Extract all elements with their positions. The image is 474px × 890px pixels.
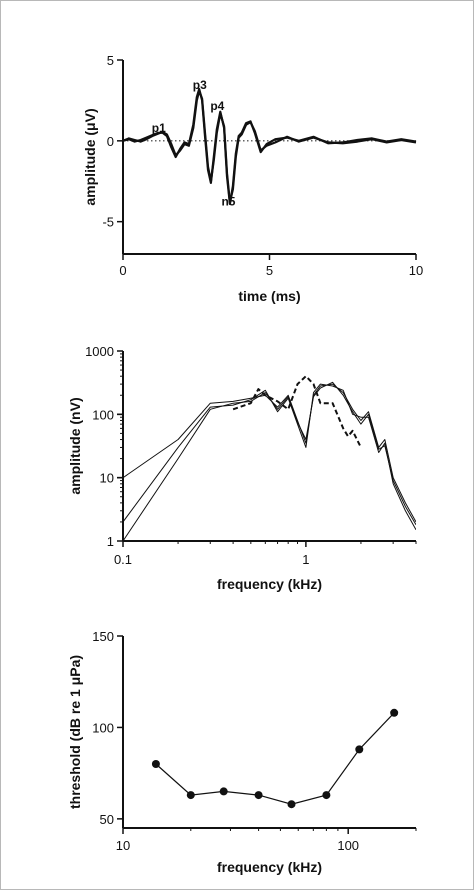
peak-label: n5 bbox=[221, 195, 235, 209]
y-tick-label: 100 bbox=[92, 720, 114, 735]
x-tick-label: 1 bbox=[302, 552, 309, 567]
x-tick-label: 0.1 bbox=[114, 552, 132, 567]
y-axis-label: amplitude (μV) bbox=[82, 108, 98, 205]
peak-label: p1 bbox=[152, 121, 166, 135]
y-tick-label: 5 bbox=[107, 53, 114, 68]
y-tick-label: 150 bbox=[92, 629, 114, 644]
spectrum-trace bbox=[123, 383, 416, 523]
x-tick-label: 10 bbox=[116, 838, 130, 853]
series-group bbox=[123, 375, 416, 541]
waveform-trace bbox=[122, 88, 417, 205]
x-tick-label: 10 bbox=[409, 263, 423, 278]
peak-label: p4 bbox=[210, 99, 224, 113]
waveform-trace bbox=[122, 89, 417, 204]
threshold-point bbox=[151, 760, 160, 768]
x-tick-label: 0 bbox=[119, 263, 126, 278]
threshold-point bbox=[254, 791, 263, 800]
y-tick-label: -5 bbox=[102, 215, 114, 230]
y-tick-label: 100 bbox=[92, 407, 114, 422]
y-tick-label: 10 bbox=[100, 471, 114, 486]
threshold-point bbox=[287, 800, 296, 809]
x-axis-label: time (ms) bbox=[238, 288, 300, 304]
spectrum-trace bbox=[123, 383, 416, 531]
y-tick-label: 1 bbox=[107, 534, 114, 549]
x-tick-label: 5 bbox=[266, 263, 273, 278]
threshold-point bbox=[355, 745, 364, 754]
threshold-point bbox=[322, 791, 331, 800]
x-tick-label: 100 bbox=[337, 838, 359, 853]
x-axis-label: frequency (kHz) bbox=[217, 859, 322, 875]
x-axis-label: frequency (kHz) bbox=[217, 576, 322, 592]
threshold-point bbox=[390, 708, 399, 717]
spectrum-dashed-trace bbox=[232, 375, 362, 448]
y-axis-label: amplitude (nV) bbox=[67, 397, 83, 494]
y-tick-label: 1000 bbox=[85, 344, 114, 359]
threshold-point bbox=[186, 791, 195, 800]
y-axis-label: threshold (dB re 1 μPa) bbox=[67, 655, 83, 809]
threshold-line bbox=[155, 712, 395, 805]
y-tick-label: 0 bbox=[107, 134, 114, 149]
peak-label: p3 bbox=[193, 78, 207, 92]
y-tick-label: 50 bbox=[100, 812, 114, 827]
threshold-point bbox=[219, 787, 228, 796]
